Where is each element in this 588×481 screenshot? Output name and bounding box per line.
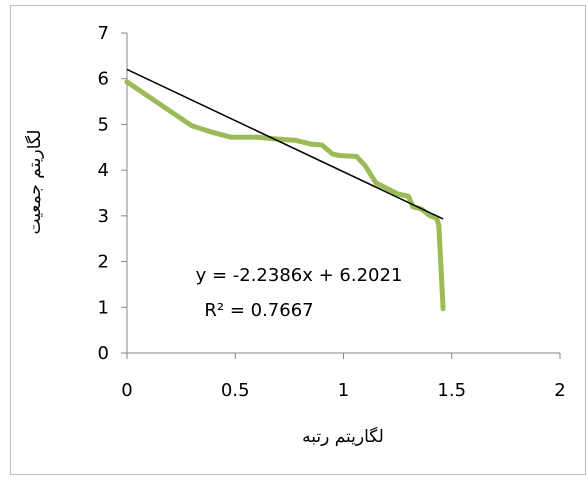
x-axis-title: لگاریتم رتبه <box>302 426 384 447</box>
y-tick-label: 6 <box>98 69 109 90</box>
chart-area <box>10 5 586 475</box>
ticks: 0 1 2 3 4 5 6 7 0 0.5 1 1.5 2 <box>98 23 566 401</box>
y-tick-label: 5 <box>98 114 109 135</box>
y-tick-label: 0 <box>98 343 109 364</box>
trendline-equation: y = -2.2386x + 6.2021 <box>196 265 403 286</box>
trendline <box>126 68 444 220</box>
r-squared-label: R² = 0.7667 <box>204 300 313 321</box>
x-tick-label: 2 <box>554 380 565 401</box>
y-tick-label: 4 <box>98 160 109 181</box>
y-tick-label: 7 <box>98 23 109 44</box>
y-tick-label: 2 <box>98 252 109 273</box>
x-tick-label: 0.5 <box>221 380 250 401</box>
x-tick-label: 1 <box>338 380 349 401</box>
axes <box>126 33 560 354</box>
x-tick-label: 0 <box>121 380 132 401</box>
y-tick-label: 1 <box>98 297 109 318</box>
y-axis-title: لگاریتم جمعیت <box>24 130 45 235</box>
trendline-group <box>126 68 444 220</box>
x-tick-label: 1.5 <box>437 380 466 401</box>
y-tick-label: 3 <box>98 206 109 227</box>
